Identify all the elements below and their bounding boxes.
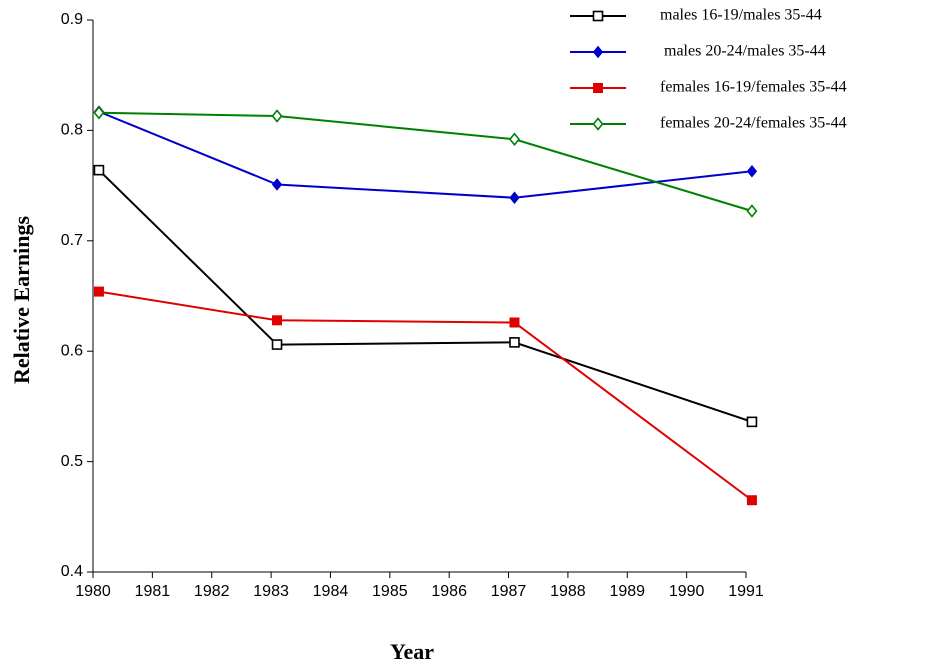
x-axis-title: Year — [390, 639, 434, 664]
marker — [592, 10, 604, 22]
x-tick-label: 1982 — [194, 583, 230, 600]
marker — [272, 315, 283, 326]
y-tick-label: 0.9 — [61, 11, 83, 28]
x-tick-label: 1980 — [75, 583, 111, 600]
marker — [509, 317, 520, 328]
x-tick-label: 1987 — [491, 583, 527, 600]
series-line — [98, 290, 753, 502]
marker — [746, 416, 758, 428]
legend-label: males 16-19/males 35-44 — [660, 7, 822, 24]
marker — [93, 164, 105, 176]
x-tick-label: 1984 — [313, 583, 349, 600]
marker — [592, 117, 604, 131]
series-line — [98, 169, 753, 423]
marker — [271, 109, 283, 123]
x-tick-label: 1991 — [728, 583, 764, 600]
marker — [271, 178, 283, 191]
legend-label: males 20-24/males 35-44 — [660, 43, 826, 60]
x-tick-label: 1985 — [372, 583, 408, 600]
legend-label: females 20-24/females 35-44 — [660, 115, 847, 132]
legend-label: females 16-19/females 35-44 — [660, 79, 847, 96]
x-tick-label: 1990 — [669, 583, 705, 600]
y-tick-label: 0.8 — [61, 122, 83, 139]
marker — [509, 337, 520, 348]
y-tick-label: 0.4 — [61, 563, 83, 580]
x-tick-label: 1983 — [253, 583, 289, 600]
marker — [271, 339, 283, 350]
marker — [592, 45, 604, 59]
series-line — [98, 110, 753, 199]
marker — [93, 105, 105, 120]
marker — [508, 132, 521, 146]
y-axis-title: Relative Earnings — [9, 216, 34, 384]
y-tick-label: 0.7 — [61, 232, 83, 249]
marker — [93, 286, 104, 297]
marker — [593, 83, 603, 93]
series-line — [98, 111, 753, 212]
y-tick-label: 0.5 — [61, 453, 83, 470]
x-tick-label: 1989 — [609, 583, 645, 600]
y-tick-label: 0.6 — [61, 342, 83, 359]
marker — [746, 204, 758, 218]
marker — [746, 495, 757, 506]
x-tick-label: 1986 — [431, 583, 467, 600]
x-tick-label: 1988 — [550, 583, 586, 600]
marker — [509, 191, 520, 205]
x-tick-label: 1981 — [135, 583, 171, 600]
marker — [746, 164, 758, 178]
